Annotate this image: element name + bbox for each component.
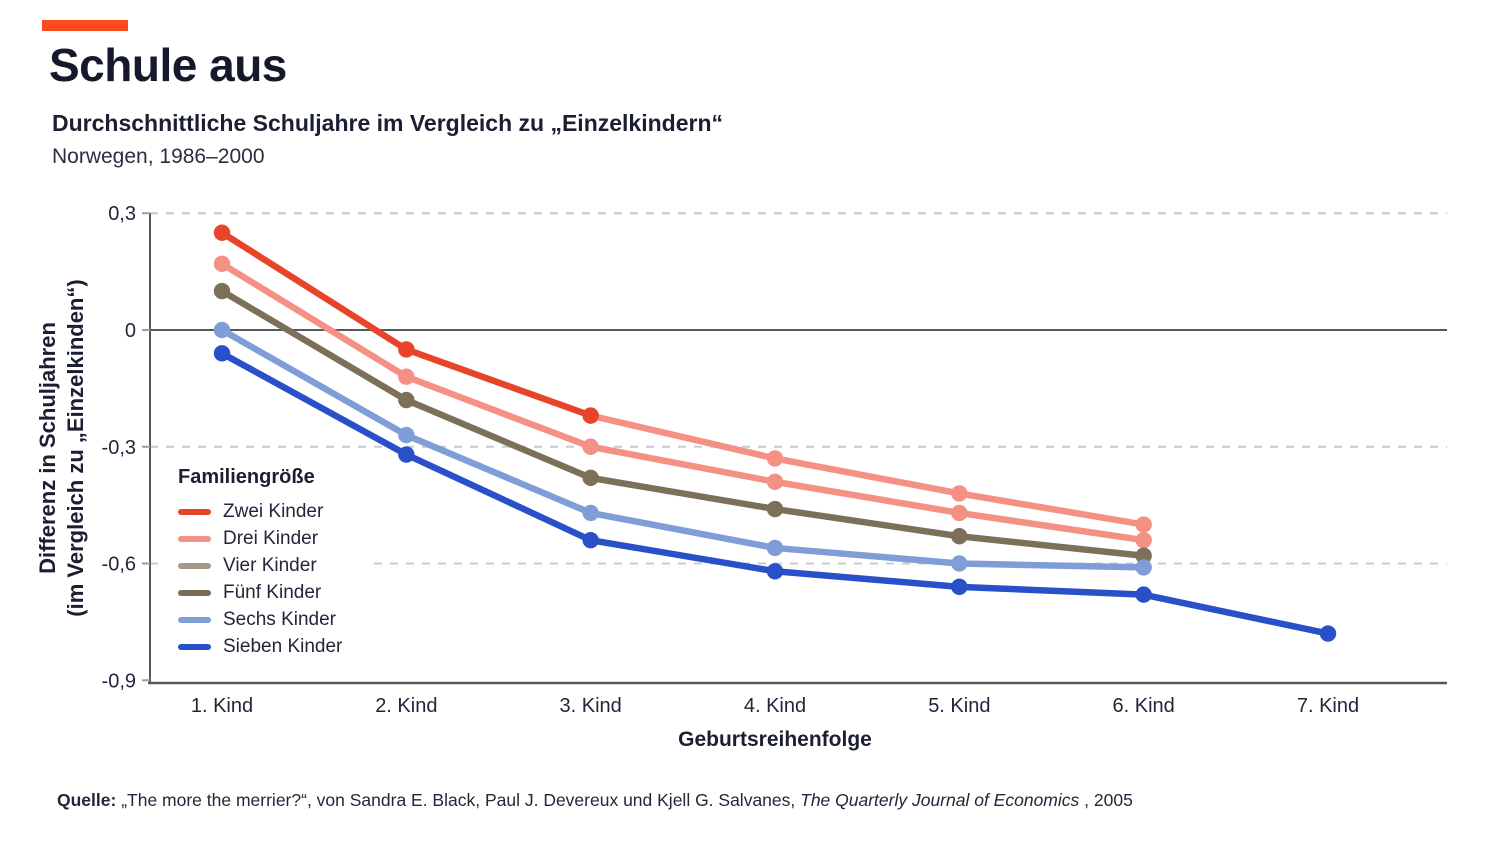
marker-line-salmon-lower (766, 473, 784, 490)
chart-subtitle: Durchschnittliche Schuljahre im Vergleic… (52, 110, 723, 136)
legend-item-vier-kinder: Vier Kinder (178, 552, 370, 579)
marker-line-red (213, 224, 231, 241)
y-axis-title-line1: Differenz in Schuljahren (35, 322, 60, 574)
y-tick-label: -0,6 (102, 554, 136, 576)
source-line: Quelle: „The more the merrier?“, von San… (57, 790, 1133, 811)
marker-line-red (582, 407, 599, 424)
legend-swatch-vier-kinder (178, 562, 211, 569)
page-title: Schule aus (49, 39, 287, 91)
legend-item-drei-kinder: Drei Kinder (178, 525, 370, 552)
marker-line-darkblue (213, 345, 231, 362)
legend-item-sieben-kinder: Sieben Kinder (178, 633, 370, 660)
legend-label: Drei Kinder (223, 527, 319, 549)
y-tick-label: 0,3 (108, 203, 136, 225)
legend-label: Fünf Kinder (223, 581, 322, 603)
marker-line-salmon-upper (951, 485, 968, 502)
x-tick-label: 5. Kind (928, 695, 990, 717)
marker-line-salmon-lower (1135, 531, 1152, 549)
legend: Familiengröße Zwei Kinder Drei Kinder Vi… (165, 462, 370, 664)
x-tick-label: 6. Kind (1113, 695, 1175, 717)
y-tick-label: 0 (125, 320, 136, 342)
legend-item-zwei-kinder: Zwei Kinder (178, 498, 370, 525)
series-line-brown (218, 287, 1147, 559)
marker-line-salmon-lower (951, 504, 968, 522)
x-axis-title: Geburtsreihenfolge (678, 728, 872, 751)
y-axis-title-line2: (im Vergleich zu „Einzelkinden“) (63, 279, 88, 617)
series-line-darkblue (218, 350, 1332, 637)
source-journal: The Quarterly Journal of Economics (800, 790, 1080, 810)
marker-line-red (398, 341, 415, 358)
y-tick-label: -0,9 (102, 670, 136, 692)
marker-line-lightblue (213, 321, 231, 339)
marker-line-lightblue (766, 539, 784, 557)
legend-swatch-sechs-kinder (178, 616, 211, 623)
marker-line-brown (213, 282, 231, 300)
x-tick-label: 2. Kind (375, 695, 437, 717)
legend-label: Sieben Kinder (223, 635, 343, 657)
marker-line-lightblue (951, 555, 968, 572)
legend-swatch-zwei-kinder (178, 508, 211, 515)
marker-line-salmon-upper (1135, 516, 1152, 533)
marker-line-lightblue (1135, 559, 1152, 576)
marker-line-darkblue (582, 531, 599, 549)
y-tick-label: -0,3 (102, 437, 136, 459)
accent-bar (42, 20, 128, 31)
y-axis-title: Differenz in Schuljahren (im Vergleich z… (34, 228, 92, 668)
marker-line-darkblue (951, 578, 968, 596)
x-tick-label: 7. Kind (1297, 695, 1359, 717)
legend-item-sechs-kinder: Sechs Kinder (178, 606, 370, 633)
x-tick-label: 3. Kind (560, 695, 622, 717)
marker-line-lightblue (398, 426, 415, 444)
source-text: „The more the merrier?“, von Sandra E. B… (121, 790, 801, 810)
chart-period: Norwegen, 1986–2000 (52, 145, 265, 168)
legend-swatch-fuenf-kinder (178, 589, 211, 596)
legend-label: Zwei Kinder (223, 500, 324, 522)
legend-label: Vier Kinder (223, 554, 317, 576)
marker-line-darkblue (1319, 625, 1337, 642)
legend-swatch-drei-kinder (178, 535, 211, 542)
x-tick-label: 4. Kind (744, 695, 806, 717)
legend-title: Familiengröße (178, 466, 315, 488)
marker-line-darkblue (1135, 586, 1152, 603)
marker-line-salmon-lower (398, 368, 415, 385)
series-line-lightblue (218, 326, 1147, 571)
marker-line-salmon-lower (582, 438, 599, 455)
source-label: Quelle: (57, 790, 117, 810)
series-line-salmon-lower (218, 260, 1147, 544)
marker-line-salmon-upper (766, 450, 784, 467)
marker-line-brown (398, 391, 415, 409)
legend-label: Sechs Kinder (223, 608, 337, 630)
marker-line-brown (951, 528, 968, 545)
source-year: , 2005 (1084, 790, 1133, 810)
legend-swatch-sieben-kinder (178, 643, 211, 650)
x-tick-label: 1. Kind (191, 695, 253, 717)
marker-line-brown (1135, 547, 1152, 564)
marker-line-brown (766, 500, 784, 518)
marker-line-salmon-lower (213, 255, 231, 273)
marker-line-darkblue (398, 446, 415, 463)
legend-item-fuenf-kinder: Fünf Kinder (178, 579, 370, 606)
marker-line-brown (582, 469, 599, 487)
marker-line-lightblue (582, 504, 599, 522)
series-line-salmon-upper (587, 412, 1147, 528)
marker-line-darkblue (766, 563, 784, 580)
